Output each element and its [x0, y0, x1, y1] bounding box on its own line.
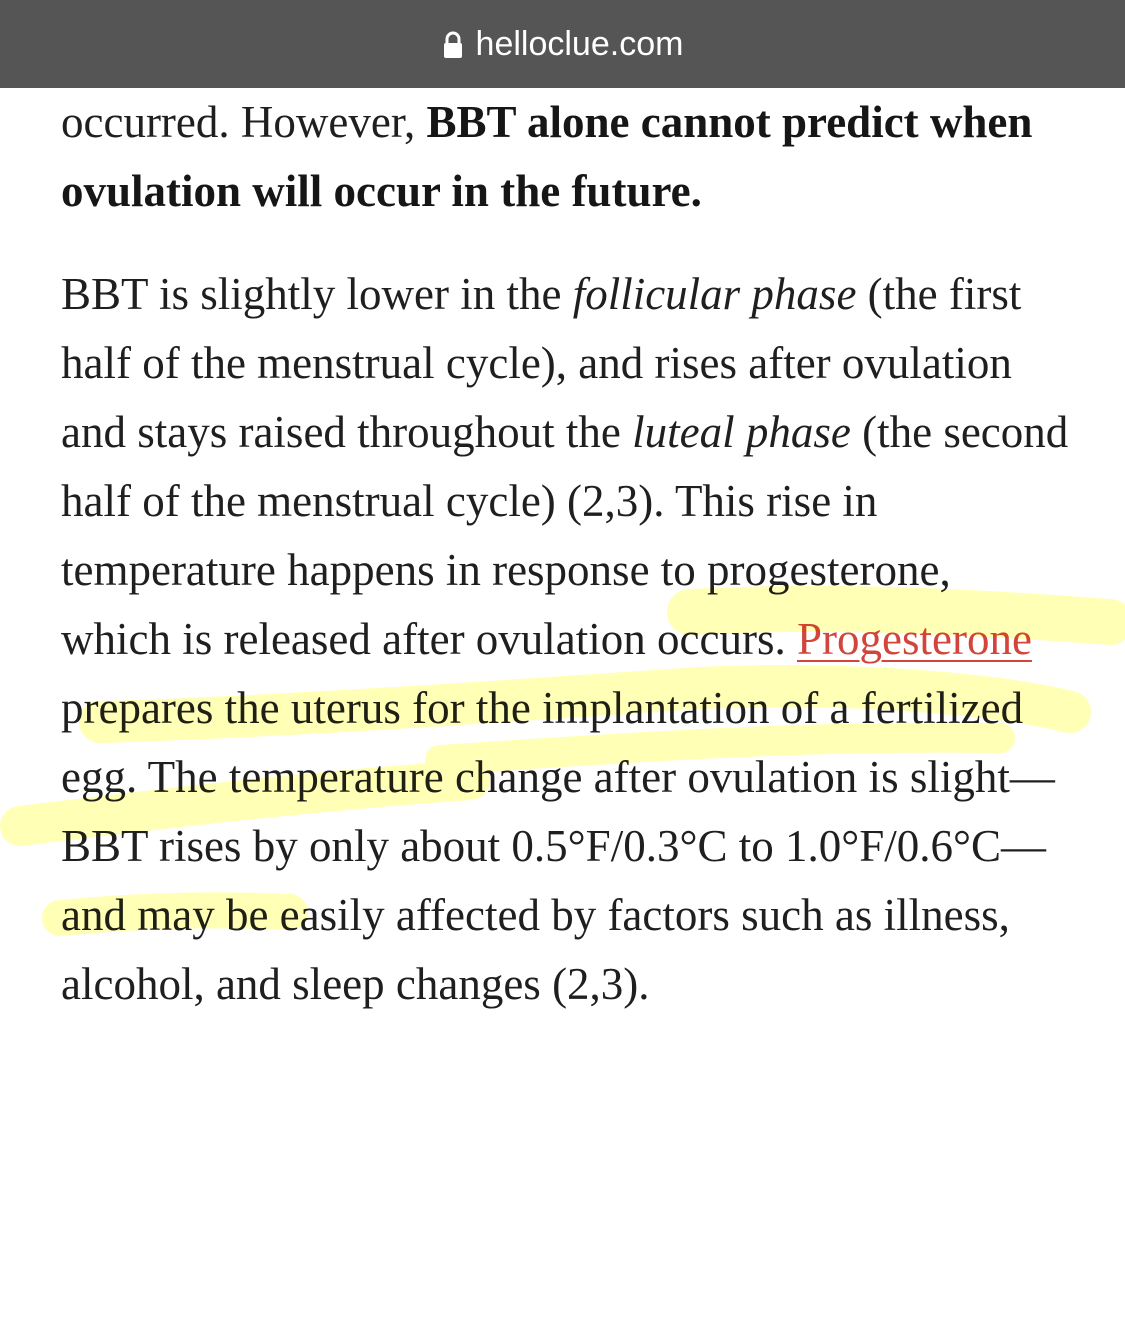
- text-segment: (the second half of the menstrual cycle)…: [61, 407, 1069, 664]
- article-body: occurred. However, BBT alone cannot pred…: [61, 88, 1071, 1019]
- url-text: helloclue.com: [475, 24, 684, 63]
- lock-icon: [443, 31, 462, 58]
- url-bar[interactable]: helloclue.com: [0, 0, 1125, 88]
- progesterone-link[interactable]: Progesterone: [796, 614, 1032, 664]
- paragraph-bbt-prediction: occurred. However, BBT alone cannot pred…: [61, 88, 1071, 226]
- text-segment: prepares the uterus for the implantation…: [61, 683, 1055, 1009]
- text-segment: BBT is slightly lower in the: [61, 269, 573, 319]
- bold-statement: BBT alone cannot predict when ovulation …: [61, 97, 1033, 216]
- text-segment: occurred. However,: [61, 97, 427, 147]
- term-follicular-phase: follicular phase: [572, 269, 857, 319]
- text-segment: (the first half of the menstrual cycle),…: [61, 269, 1022, 457]
- term-luteal-phase: luteal phase: [632, 407, 851, 457]
- paragraph-bbt-phases: BBT is slightly lower in the follicular …: [61, 260, 1071, 1019]
